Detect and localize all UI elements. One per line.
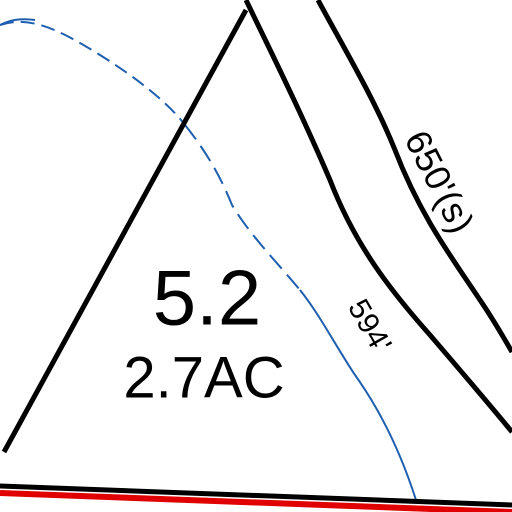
- lot-boundary: [0, 483, 512, 508]
- stream: [184, 124, 301, 291]
- road-edge: [315, 0, 512, 354]
- lot-area: 2.7AC: [123, 345, 284, 410]
- stream: [299, 289, 417, 501]
- stream: [0, 20, 186, 126]
- road-edge: [243, 0, 512, 434]
- lot-boundary: [1, 8, 249, 454]
- stream: [0, 18, 36, 26]
- lot-number: 5.2: [153, 254, 261, 342]
- property-line: [0, 490, 512, 512]
